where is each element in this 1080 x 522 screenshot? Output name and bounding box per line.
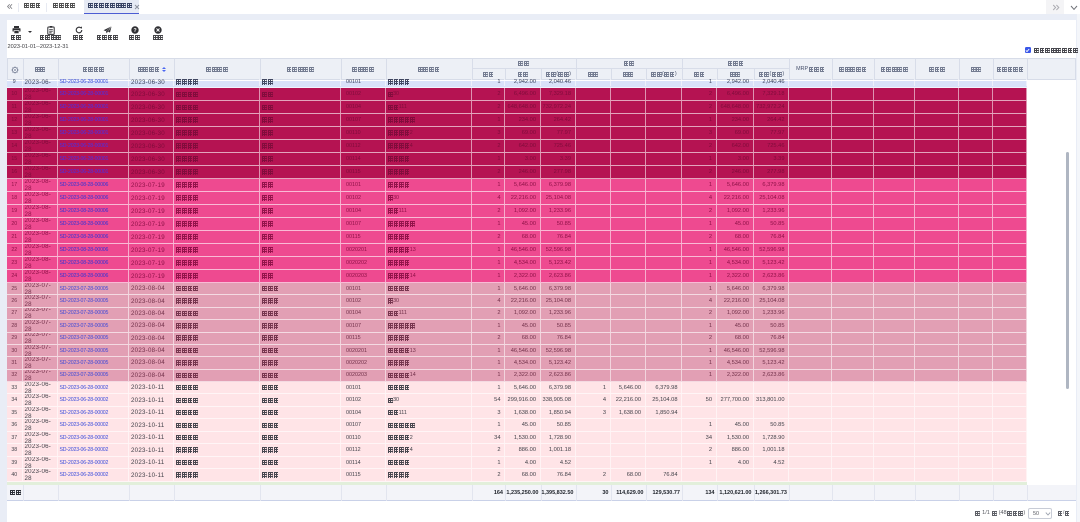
svg-text:?: ? — [133, 28, 136, 34]
